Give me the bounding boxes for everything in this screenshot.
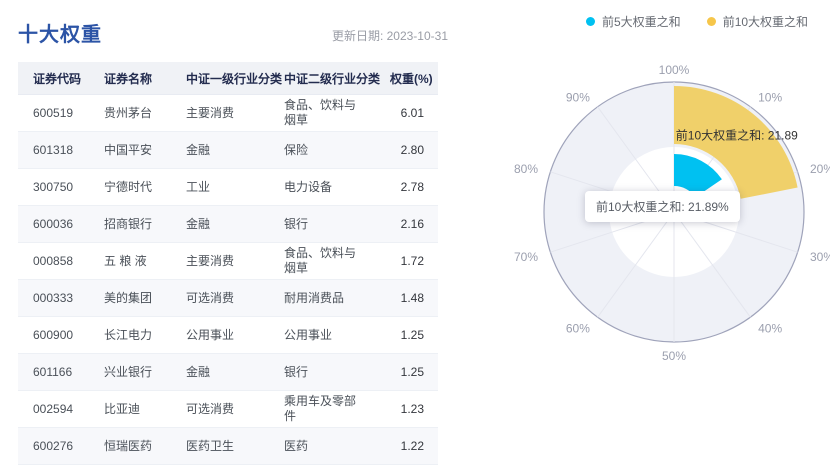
- angle-tick-label: 20%: [810, 162, 830, 176]
- cell-industry-l1: 可选消费: [185, 390, 283, 428]
- table-header-row: 证券代码 证券名称 中证一级行业分类 中证二级行业分类 权重(%): [18, 62, 438, 95]
- polar-spoke: [673, 211, 751, 318]
- cell-name: 长江电力: [103, 316, 185, 354]
- cell-weight: 1.48: [389, 279, 438, 317]
- legend-item-top10[interactable]: 前10大权重之和: [706, 13, 809, 30]
- legend-item-top5[interactable]: 前5大权重之和: [586, 13, 681, 30]
- cell-name: 贵州茅台: [103, 94, 185, 132]
- cell-industry-l1: 主要消费: [185, 242, 283, 280]
- cell-industry-l1: 金融: [185, 353, 283, 391]
- cell-industry-l1: 主要消费: [185, 94, 283, 132]
- table-row: 600519 贵州茅台 主要消费 食品、饮料与烟草 6.01: [18, 94, 438, 132]
- table-row: 000858 五 粮 液主要消费 食品、饮料与烟草 1.72: [18, 242, 438, 280]
- cell-industry-l2: 电力设备: [283, 168, 389, 206]
- weights-table-container: 证券代码 证券名称 中证一级行业分类 中证二级行业分类 权重(%) 600519…: [18, 62, 438, 465]
- cell-weight: 1.23: [389, 390, 438, 428]
- angle-tick-label: 70%: [514, 250, 538, 264]
- cell-name: 宁德时代: [103, 168, 185, 206]
- legend-dot-icon: [586, 17, 595, 26]
- cell-industry-l1: 金融: [185, 131, 283, 169]
- angle-tick-label: 10%: [758, 90, 782, 104]
- table-row: 000333 美的集团 可选消费 耐用消费品 1.48: [18, 279, 438, 317]
- cell-weight: 1.72: [389, 242, 438, 280]
- angle-tick-label: 80%: [514, 162, 538, 176]
- cell-code: 600036: [18, 205, 103, 243]
- cell-industry-l1: 可选消费: [185, 279, 283, 317]
- cell-industry-l2: 耐用消费品: [283, 279, 389, 317]
- chart-bar-top10[interactable]: [674, 86, 798, 199]
- cell-weight: 2.78: [389, 168, 438, 206]
- cell-industry-l1: 金融: [185, 205, 283, 243]
- legend-label: 前5大权重之和: [602, 15, 681, 29]
- header-cell-weight: 权重(%): [389, 62, 438, 95]
- cell-weight: 2.16: [389, 205, 438, 243]
- cell-industry-l2: 银行: [283, 353, 389, 391]
- table-row: 300750 宁德时代 工业 电力设备 2.78: [18, 168, 438, 206]
- cell-industry-l2: 银行: [283, 205, 389, 243]
- angle-tick-label: 100%: [659, 63, 690, 77]
- cell-name: 中国平安: [103, 131, 185, 169]
- cell-industry-l2: 公用事业: [283, 316, 389, 354]
- header-cell-code: 证券代码: [18, 62, 103, 95]
- page-title: 十大权重: [18, 24, 102, 46]
- cell-code: 601318: [18, 131, 103, 169]
- cell-industry-l1: 公用事业: [185, 316, 283, 354]
- header-cell-industry-l2: 中证二级行业分类: [283, 62, 389, 95]
- cell-industry-l2: 食品、饮料与烟草: [283, 242, 389, 280]
- legend-dot-icon: [706, 17, 716, 26]
- polar-weight-chart[interactable]: 前10大权重之和: 21.89 100% 10% 20% 30% 40% 50% 60% 70%…: [0, 0, 830, 453]
- chart-bar-top5[interactable]: [674, 154, 722, 198]
- angle-tick-label: 30%: [810, 250, 830, 264]
- cell-name: 招商银行: [103, 205, 185, 243]
- angle-tick-label: 60%: [566, 322, 590, 336]
- cell-code: 000333: [18, 279, 103, 317]
- update-date: 更新日期: 2023-10-31: [331, 29, 448, 43]
- cell-weight: 6.01: [389, 94, 438, 132]
- table-row: 002594 比亚迪 可选消费 乘用车及零部件 1.23: [18, 390, 438, 428]
- cell-name: 五 粮 液: [103, 242, 185, 280]
- table-row: 601166 兴业银行 金融 银行 1.25: [18, 353, 438, 391]
- angle-tick-label: 40%: [758, 322, 782, 336]
- chart-bar-label: 前10大权重之和: 21.89: [676, 128, 798, 143]
- cell-name: 兴业银行: [103, 353, 185, 391]
- header-cell-name: 证券名称: [103, 62, 185, 95]
- cell-code: 002594: [18, 390, 103, 428]
- legend: 前5大权重之和 前10大权重之和: [586, 13, 808, 30]
- polar-spoke: [597, 211, 675, 318]
- cell-industry-l2: 乘用车及零部件: [283, 390, 389, 428]
- table-row: 600900 长江电力 公用事业 公用事业 1.25: [18, 316, 438, 354]
- cell-industry-l2: 保险: [283, 131, 389, 169]
- cell-name: 比亚迪: [103, 390, 185, 428]
- cell-industry-l2: 食品、饮料与烟草: [283, 94, 389, 132]
- cell-code: 601166: [18, 353, 103, 391]
- cell-code: 600519: [18, 94, 103, 132]
- cell-weight: 2.80: [389, 131, 438, 169]
- cell-industry-l1: 工业: [185, 168, 283, 206]
- table-row: 600036 招商银行 金融 银行 2.16: [18, 205, 438, 243]
- cell-code: 000858: [18, 242, 103, 280]
- cell-weight: 1.25: [389, 353, 438, 391]
- angle-tick-label: 50%: [662, 349, 686, 363]
- cell-weight: 1.25: [389, 316, 438, 354]
- table-row: 601318 中国平安 金融 保险 2.80: [18, 131, 438, 169]
- weights-table: 证券代码 证券名称 中证一级行业分类 中证二级行业分类 权重(%) 600519…: [18, 62, 438, 465]
- header-cell-industry-l1: 中证一级行业分类: [185, 62, 283, 95]
- chart-tooltip: 前10大权重之和: 21.89%: [585, 191, 740, 222]
- cell-name: 美的集团: [103, 279, 185, 317]
- legend-label: 前10大权重之和: [722, 15, 809, 29]
- angle-tick-label: 90%: [566, 90, 590, 104]
- cell-code: 300750: [18, 168, 103, 206]
- cell-code: 600900: [18, 316, 103, 354]
